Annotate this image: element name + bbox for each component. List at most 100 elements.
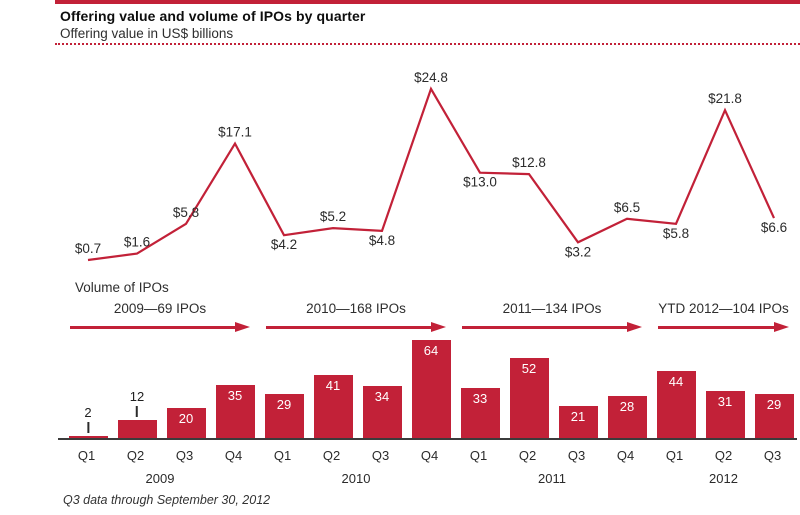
line-point-label: $6.6 (761, 220, 787, 235)
arrow-head-icon (235, 321, 250, 332)
bar-value-label: 35 (227, 387, 243, 403)
x-axis-line (58, 438, 797, 440)
line-point-label: $0.7 (75, 241, 101, 256)
bar-value-label: 28 (619, 398, 635, 414)
footnote: Q3 data through September 30, 2012 (63, 493, 271, 507)
volume-bar: 21 (558, 406, 598, 439)
bar-callout: 12 (129, 389, 145, 418)
volume-bar: 28 (607, 395, 647, 439)
year-arrow (258, 321, 454, 334)
quarter-label: Q4 (616, 448, 635, 463)
year-arrow-label: 2009—69 IPOs (113, 301, 207, 316)
volume-bar: 44 (656, 370, 696, 439)
bar-value-label: 52 (521, 361, 537, 377)
line-point-label: $5.8 (173, 205, 199, 220)
year-arrow (454, 321, 650, 334)
bar-value-label: 2 (84, 404, 92, 420)
year-arrow-label: 2010—168 IPOs (306, 301, 406, 316)
volume-bar: 29 (264, 394, 304, 439)
quarter-label: Q1 (469, 448, 488, 463)
quarter-label: Q1 (665, 448, 684, 463)
quarter-label: Q3 (371, 448, 390, 463)
bar-value-label: 20 (178, 411, 194, 426)
year-arrow (650, 321, 797, 334)
quarter-label: Q2 (322, 448, 341, 463)
callout-tick (86, 421, 89, 433)
offering-value-line-chart: $0.7 $1.6 $5.8 $17.1 $4.2 $5.2 $4.8 $24.8 $13.0 $… (75, 70, 787, 262)
arrow-line (462, 325, 628, 329)
bar-value-label: 44 (668, 373, 684, 389)
bar-value-label: 33 (472, 390, 488, 406)
chart-subtitle: Offering value in US$ billions (60, 26, 234, 41)
year-arrow-label: 2011—134 IPOs (502, 301, 602, 316)
year-arrow-row: 2009—69 IPOs 2010—168 IPOs 2011—134 IPOs YT… (62, 301, 797, 334)
quarter-label: Q2 (518, 448, 537, 463)
arrow-head-icon (431, 321, 446, 332)
year-label: 2011 (538, 471, 566, 486)
year-label: 2012 (709, 471, 738, 486)
bar-value-label: 41 (325, 378, 341, 394)
volume-bar: 34 (362, 386, 402, 439)
quarter-label: Q1 (273, 448, 292, 463)
line-point-label: $13.0 (463, 175, 497, 190)
year-label: 2010 (341, 471, 371, 486)
line-point-label: $24.8 (414, 70, 448, 85)
year-arrow-group: 2010—168 IPOs (258, 301, 454, 334)
quarter-label: Q3 (567, 448, 586, 463)
arrow-line (658, 325, 775, 329)
volume-bar: 2 (68, 405, 108, 439)
bar-value-label: 21 (570, 409, 586, 425)
quarter-label-row: Q1 Q2 Q3 Q4 Q1 Q2 Q3 Q4 Q1 Q2 Q3 Q4 Q1 Q2 Q3 (62, 448, 797, 463)
line-point-label: $4.8 (369, 233, 395, 248)
page-title: Offering value and volume of IPOs by qua… (60, 8, 366, 24)
line-point-label: $6.5 (614, 200, 640, 215)
volume-bar: 64 (411, 339, 451, 439)
year-arrow-group: 2011—134 IPOs (454, 301, 650, 334)
year-label: 2009 (145, 471, 175, 486)
quarter-label: Q4 (224, 448, 243, 463)
bar-value-label: 29 (766, 397, 782, 412)
line-point-label: $21.8 (708, 91, 742, 106)
quarter-label: Q1 (77, 448, 96, 463)
line-point-label: $4.2 (271, 237, 297, 252)
volume-bar: 35 (215, 384, 255, 439)
bar-value-label: 12 (129, 389, 145, 405)
arrow-line (70, 325, 236, 329)
line-point-label: $1.6 (124, 235, 150, 250)
year-arrow-group: 2009—69 IPOs (62, 301, 258, 334)
bar-callout: 2 (84, 404, 92, 433)
arrow-head-icon (627, 321, 642, 332)
bar-value-label: 31 (717, 393, 733, 409)
year-arrow-group: YTD 2012—104 IPOs (650, 301, 797, 334)
year-arrow-label: YTD 2012—104 IPOs (658, 301, 789, 316)
year-arrow (62, 321, 258, 334)
quarter-label: Q2 (714, 448, 733, 463)
dotted-separator (55, 43, 800, 45)
volume-bar: 29 (754, 394, 794, 439)
quarter-label: Q3 (763, 448, 782, 463)
line-point-label: $3.2 (565, 244, 591, 259)
bar-value-label: 64 (423, 342, 439, 358)
callout-tick (136, 406, 138, 418)
arrow-head-icon (774, 321, 789, 332)
quarter-label: Q3 (175, 448, 194, 463)
volume-bar: 33 (460, 387, 500, 439)
bar-value-label: 34 (374, 389, 390, 405)
volume-bar: 41 (313, 375, 353, 439)
line-point-label: $5.8 (663, 226, 689, 241)
bar-value-label: 29 (276, 397, 292, 412)
top-rule (55, 0, 800, 4)
line-point-label: $17.1 (218, 125, 252, 140)
line-point-label: $5.2 (320, 209, 346, 224)
line-point-label: $12.8 (512, 155, 546, 170)
volume-bar: 20 (166, 408, 206, 439)
quarter-label: Q4 (420, 448, 439, 463)
volume-bar: 52 (509, 358, 549, 439)
offering-value-line (87, 86, 776, 262)
quarter-label: Q2 (126, 448, 145, 463)
ipo-volume-bar-chart: 2 12 20 35 29 41 34 64 33 52 21 28 44 31 29 (62, 337, 797, 439)
volume-bar: 31 (705, 390, 745, 439)
arrow-line (266, 325, 432, 329)
volume-section-label: Volume of IPOs (75, 280, 169, 295)
